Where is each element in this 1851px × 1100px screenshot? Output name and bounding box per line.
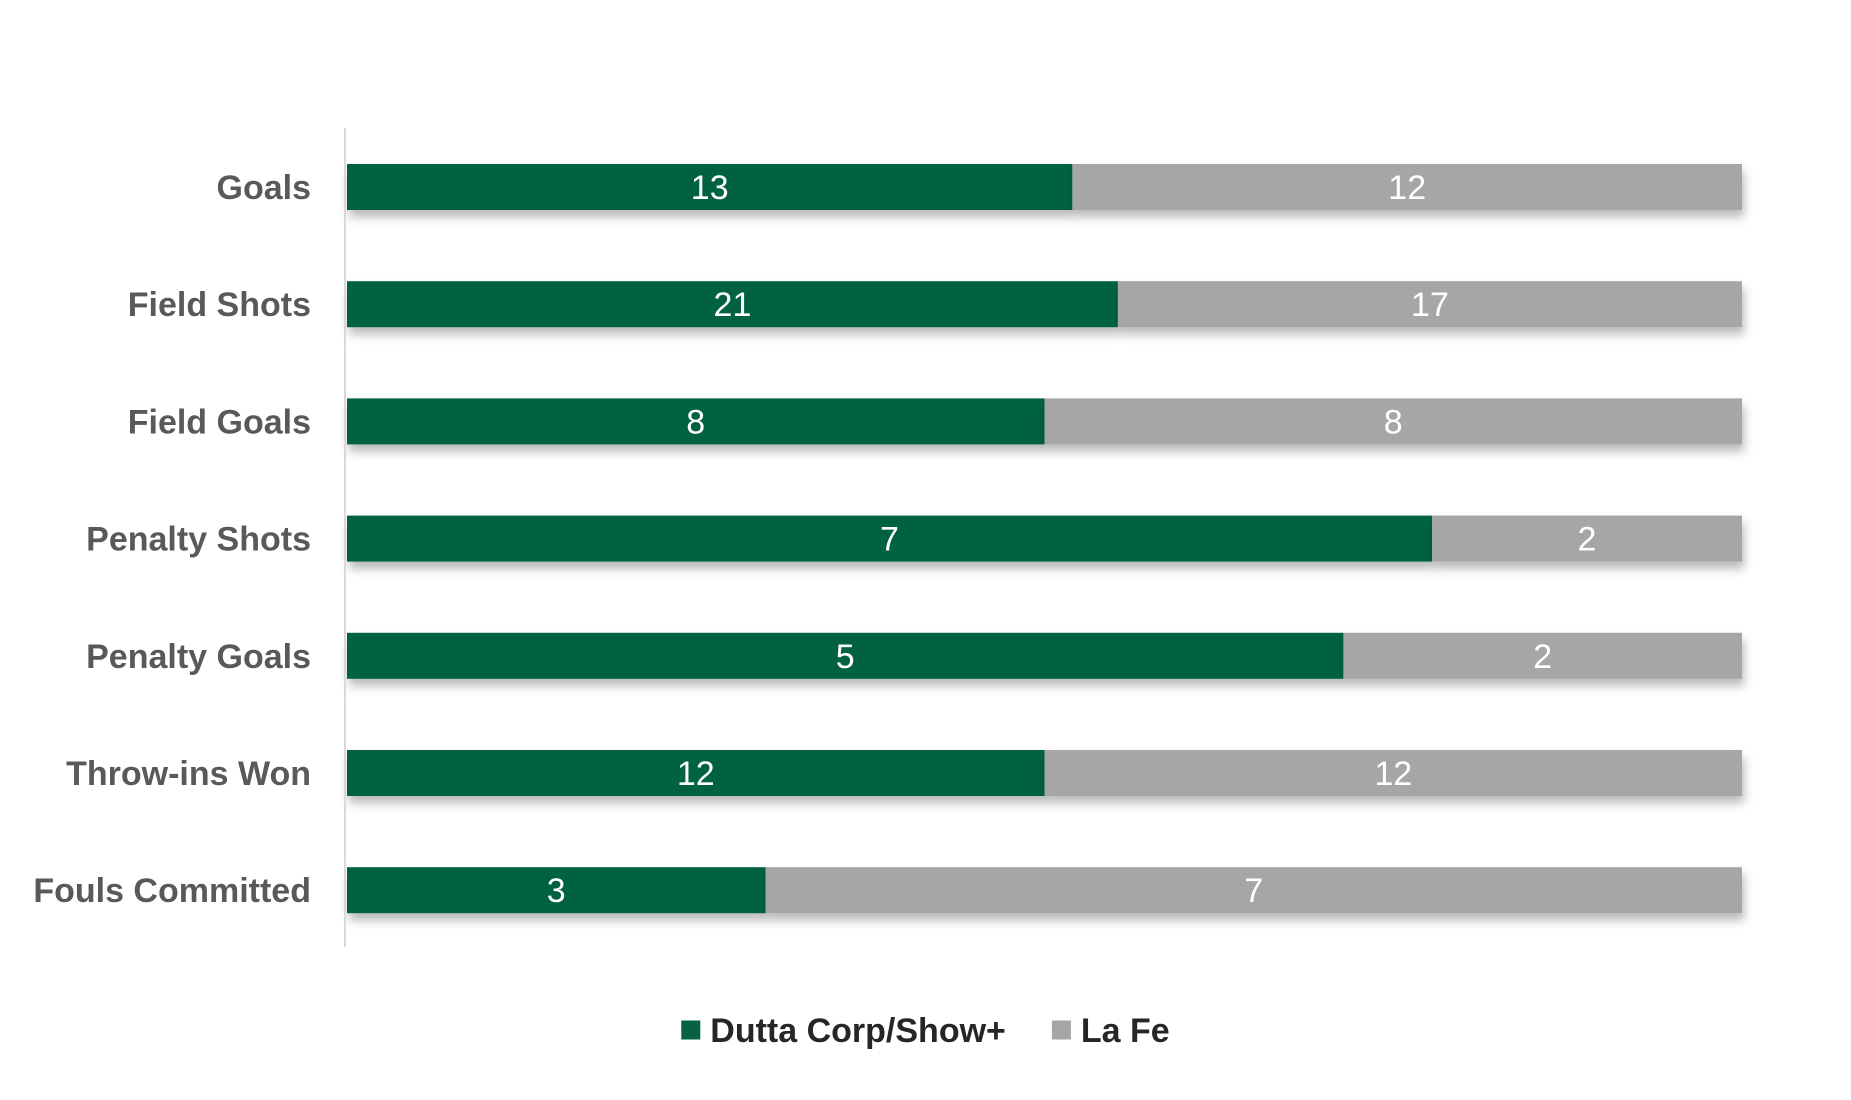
bar-segment-series-1 xyxy=(347,632,1344,679)
legend-item-series-2: La Fe xyxy=(1051,1012,1170,1050)
data-labels-layer: 13 12 21 17 8 8 7 2 5 2 12 12 3 7 xyxy=(547,169,1597,910)
bar-segment-series-2 xyxy=(1044,750,1742,796)
data-label: 12 xyxy=(1388,169,1426,207)
bar-segment-series-2 xyxy=(1044,398,1742,445)
category-label: Goals xyxy=(217,169,311,207)
data-label: 21 xyxy=(714,286,752,324)
legend-label: La Fe xyxy=(1081,1012,1170,1050)
data-label: 3 xyxy=(547,872,566,910)
data-label: 12 xyxy=(677,755,715,793)
bar-segment-series-1 xyxy=(347,750,1045,796)
data-label: 2 xyxy=(1578,521,1597,559)
category-label: Penalty Goals xyxy=(86,638,311,676)
bar-segment-series-1 xyxy=(347,164,1073,210)
legend: Dutta Corp/Show+ La Fe xyxy=(681,1012,1170,1050)
data-label: 7 xyxy=(880,521,899,559)
data-label: 8 xyxy=(1384,403,1403,441)
category-label: Field Shots xyxy=(128,286,311,324)
category-label: Penalty Shots xyxy=(86,521,311,559)
bar-segment-series-2 xyxy=(1343,632,1742,679)
legend-label: Dutta Corp/Show+ xyxy=(710,1012,1006,1050)
category-label: Fouls Committed xyxy=(33,872,311,910)
bars-layer xyxy=(347,164,1742,914)
bar-segment-series-2 xyxy=(1072,164,1742,210)
bar-segment-series-1 xyxy=(347,398,1045,445)
data-label: 5 xyxy=(836,638,855,676)
bar-segment-series-2 xyxy=(1117,281,1742,328)
legend-swatch xyxy=(681,1020,701,1040)
category-label: Throw-ins Won xyxy=(66,755,311,793)
bar-segment-series-1 xyxy=(347,515,1432,562)
bar-segment-series-2 xyxy=(765,867,1742,914)
data-label: 7 xyxy=(1244,872,1263,910)
data-label: 13 xyxy=(691,169,729,207)
data-label: 8 xyxy=(686,403,705,441)
data-label: 2 xyxy=(1533,638,1552,676)
data-label: 17 xyxy=(1411,286,1449,324)
category-labels: Goals Field Shots Field Goals Penalty Shots… xyxy=(33,169,311,910)
data-label: 12 xyxy=(1374,755,1412,793)
bar-segment-series-2 xyxy=(1432,515,1742,562)
bar-segment-series-1 xyxy=(347,867,766,914)
legend-swatch xyxy=(1051,1020,1071,1040)
category-label: Field Goals xyxy=(128,403,311,441)
legend-item-series-1: Dutta Corp/Show+ xyxy=(681,1012,1006,1050)
bar-segment-series-1 xyxy=(347,281,1118,328)
